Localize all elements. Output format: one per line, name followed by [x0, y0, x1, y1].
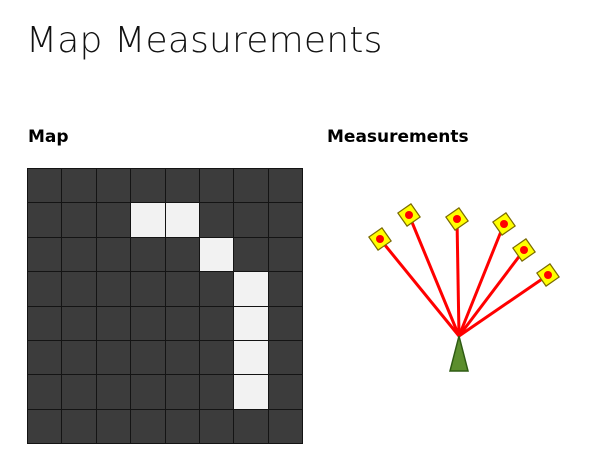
measurement-beam [455, 218, 461, 337]
occupied-cell [268, 169, 302, 203]
map-label: Map [28, 127, 69, 147]
occupied-cell [28, 169, 62, 203]
occupied-cell [96, 409, 131, 443]
occupied-cell [131, 340, 165, 375]
occupied-cell [96, 340, 131, 375]
occupied-cell [199, 203, 234, 237]
measurement-beam [458, 273, 549, 338]
occupied-cell [96, 203, 131, 237]
measurement-endpoint-icon [445, 207, 469, 231]
free-cell [165, 203, 199, 237]
occupancy-grid-map [27, 168, 303, 444]
occupied-cell [199, 272, 234, 306]
occupied-cell [62, 306, 96, 340]
free-cell [234, 306, 268, 340]
measurements-diagram [368, 203, 560, 372]
measurement-endpoint-icon [368, 227, 392, 251]
occupied-cell [165, 340, 199, 375]
occupied-cell [62, 340, 96, 375]
free-cell [199, 237, 234, 272]
occupied-cell [62, 237, 96, 272]
occupied-cell [165, 272, 199, 306]
occupied-cell [199, 169, 234, 203]
occupied-cell [62, 409, 96, 443]
occupied-cell [131, 375, 165, 409]
occupied-cell [28, 203, 62, 237]
free-cell [131, 203, 165, 237]
occupied-cell [165, 375, 199, 409]
measurement-endpoint-icon [536, 263, 560, 287]
sensor-triangle-icon [449, 335, 469, 372]
occupied-cell [199, 306, 234, 340]
free-cell [234, 375, 268, 409]
occupied-cell [165, 306, 199, 340]
occupied-cell [96, 375, 131, 409]
measurement-beam [378, 238, 461, 337]
occupied-cell [96, 272, 131, 306]
occupied-cell [131, 306, 165, 340]
occupied-cell [28, 409, 62, 443]
free-cell [234, 272, 268, 306]
occupied-cell [268, 409, 302, 443]
occupied-cell [268, 340, 302, 375]
occupied-cell [165, 237, 199, 272]
occupied-cell [268, 272, 302, 306]
occupied-cell [28, 340, 62, 375]
occupied-cell [268, 306, 302, 340]
free-cell [234, 340, 268, 375]
occupied-cell [268, 375, 302, 409]
occupied-cell [234, 203, 268, 237]
occupied-cell [62, 272, 96, 306]
occupied-cell [28, 375, 62, 409]
occupied-cell [28, 237, 62, 272]
occupied-cell [199, 409, 234, 443]
occupied-cell [234, 409, 268, 443]
occupied-cell [62, 203, 96, 237]
occupied-cell [268, 203, 302, 237]
occupied-cell [234, 169, 268, 203]
measurement-endpoint-icon [397, 203, 421, 227]
measurement-beam [457, 249, 526, 337]
occupied-cell [131, 169, 165, 203]
occupied-cell [96, 306, 131, 340]
occupied-cell [62, 375, 96, 409]
occupied-cell [199, 375, 234, 409]
occupied-cell [268, 237, 302, 272]
occupied-cell [96, 237, 131, 272]
occupied-cell [28, 306, 62, 340]
measurement-endpoint-icon [492, 212, 516, 236]
occupied-cell [199, 340, 234, 375]
occupied-cell [62, 169, 96, 203]
occupied-cell [234, 237, 268, 272]
occupied-cell [131, 237, 165, 272]
measurements-label: Measurements [327, 127, 469, 147]
occupied-cell [165, 169, 199, 203]
occupied-cell [28, 272, 62, 306]
measurement-endpoint-icon [512, 238, 536, 262]
page-title: Map Measurements [26, 20, 383, 61]
occupied-cell [165, 409, 199, 443]
occupied-cell [131, 272, 165, 306]
occupied-cell [131, 409, 165, 443]
measurement-beam [457, 223, 506, 337]
occupied-cell [96, 169, 131, 203]
measurement-beam [407, 214, 461, 337]
